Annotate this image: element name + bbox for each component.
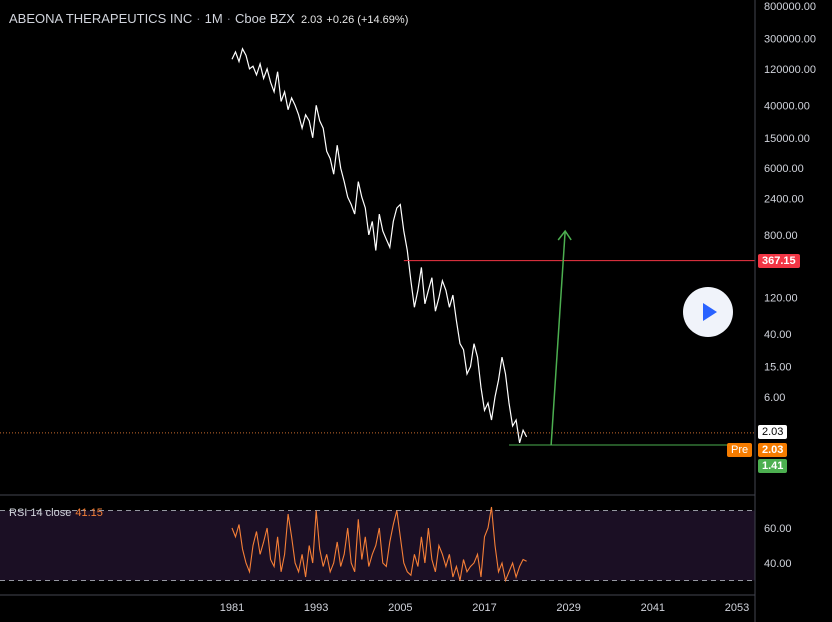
exchange-label: Cboe BZX (235, 11, 295, 26)
price-axis-tick: 40.00 (764, 329, 792, 341)
price-axis-tick: 6000.00 (764, 163, 804, 175)
last-price-tag: 2.03 (758, 425, 788, 439)
time-axis-tick: 2053 (725, 602, 749, 614)
rsi-axis-tick: 40.00 (764, 558, 792, 570)
price-axis-tick: 800000.00 (764, 1, 816, 13)
price-pane[interactable] (0, 47, 755, 446)
separator-dot: · (226, 11, 231, 26)
target-arrow-shaft (550, 230, 566, 446)
price-axis-tick: 2400.00 (764, 193, 804, 205)
target-arrow-head (557, 229, 572, 241)
premarket-label: Pre (731, 444, 749, 456)
time-axis-tick: 1981 (220, 602, 244, 614)
play-button[interactable] (683, 287, 733, 337)
price-axis-tick: 120000.00 (764, 64, 816, 76)
premarket-tag: Pre (727, 443, 753, 457)
support-price-tag: 1.41 (758, 459, 788, 473)
separator-dot: · (196, 11, 201, 26)
price-axis-tick: 800.00 (764, 230, 798, 242)
premarket-price-tag: 2.03 (758, 443, 788, 457)
last-price: 2.03 (300, 14, 323, 26)
interval-label[interactable]: 1M (204, 11, 223, 26)
time-axis-tick: 2041 (641, 602, 665, 614)
time-axis-tick: 1993 (304, 602, 328, 614)
rsi-band (0, 510, 755, 581)
chart-header: ABEONA THERAPEUTICS INC · 1M · Cboe BZX 2.03 +… (9, 11, 408, 26)
price-axis-tick: 15.00 (764, 362, 792, 374)
rsi-axis-tick: 60.00 (764, 523, 792, 535)
rsi-legend[interactable]: RSI 14 close 41.15 (9, 507, 103, 519)
price-change: +0.26 (+14.69%) (326, 14, 409, 26)
symbol-name[interactable]: ABEONA THERAPEUTICS INC (9, 11, 193, 26)
rsi-series-line (231, 506, 527, 583)
time-axis-tick: 2017 (472, 602, 496, 614)
price-axis-tick: 300000.00 (764, 33, 816, 45)
price-axis-tick: 40000.00 (764, 100, 810, 112)
resistance-price-tag: 367.15 (758, 254, 800, 268)
rsi-pane[interactable] (0, 497, 755, 594)
time-axis-tick: 2005 (388, 602, 412, 614)
price-series-line (231, 47, 528, 444)
time-axis-tick: 2029 (556, 602, 580, 614)
rsi-label: RSI 14 close (9, 507, 72, 519)
price-axis-tick: 15000.00 (764, 133, 810, 145)
rsi-value: 41.15 (75, 507, 103, 519)
price-axis-tick: 120.00 (764, 293, 798, 305)
price-axis-tick: 6.00 (764, 392, 785, 404)
